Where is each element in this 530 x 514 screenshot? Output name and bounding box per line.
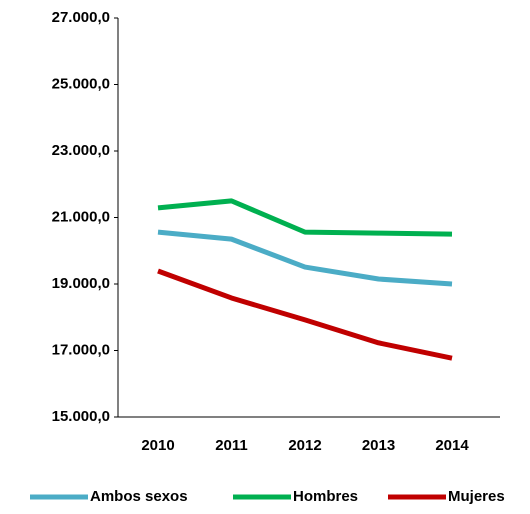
y-tick-label: 27.000,0 (52, 9, 110, 26)
series-line (157, 198, 453, 237)
legend-label: Hombres (293, 488, 358, 505)
x-tick-label: 2010 (141, 437, 174, 454)
y-tick-label: 15.000,0 (52, 408, 110, 425)
y-tick-label: 21.000,0 (52, 208, 110, 225)
y-tick-label: 25.000,0 (52, 75, 110, 92)
x-tick-label: 2011 (215, 437, 248, 454)
x-tick-label: 2013 (362, 437, 395, 454)
legend-label: Ambos sexos (90, 488, 188, 505)
series-line (157, 229, 453, 287)
y-tick-label: 19.000,0 (52, 275, 110, 292)
series-line (157, 268, 453, 361)
x-tick-label: 2012 (288, 437, 321, 454)
x-tick-label: 2014 (435, 437, 469, 454)
y-tick-label: 23.000,0 (52, 142, 110, 159)
legend-label: Mujeres (448, 488, 505, 505)
y-tick-label: 17.000,0 (52, 341, 110, 358)
